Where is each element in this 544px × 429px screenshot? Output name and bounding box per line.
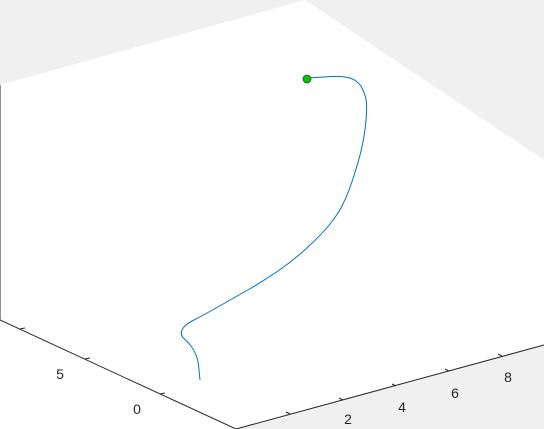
x-tick-label-6: 6 (451, 385, 459, 401)
x-tick-mark (444, 368, 450, 372)
x-tick-mark (338, 397, 344, 401)
y-tick-label-5: 5 (56, 366, 64, 382)
y-tick-label-0: 0 (133, 401, 141, 417)
x-tick-mark (285, 411, 291, 415)
y-tick-mark (84, 357, 91, 360)
x-tick-mark (497, 353, 503, 357)
y-axis-line (0, 319, 237, 429)
x-tick-label-4: 4 (398, 399, 406, 415)
series-line (180, 75, 368, 381)
x-tick-mark (391, 383, 397, 387)
y-tick-mark (159, 392, 166, 395)
axis-ticks (19, 327, 503, 415)
end-point-marker (302, 74, 312, 84)
x-tick-label-2: 2 (344, 411, 352, 427)
x-axis-line (235, 344, 544, 429)
y-tick-mark (19, 327, 26, 330)
x-tick-label-8: 8 (504, 369, 512, 385)
